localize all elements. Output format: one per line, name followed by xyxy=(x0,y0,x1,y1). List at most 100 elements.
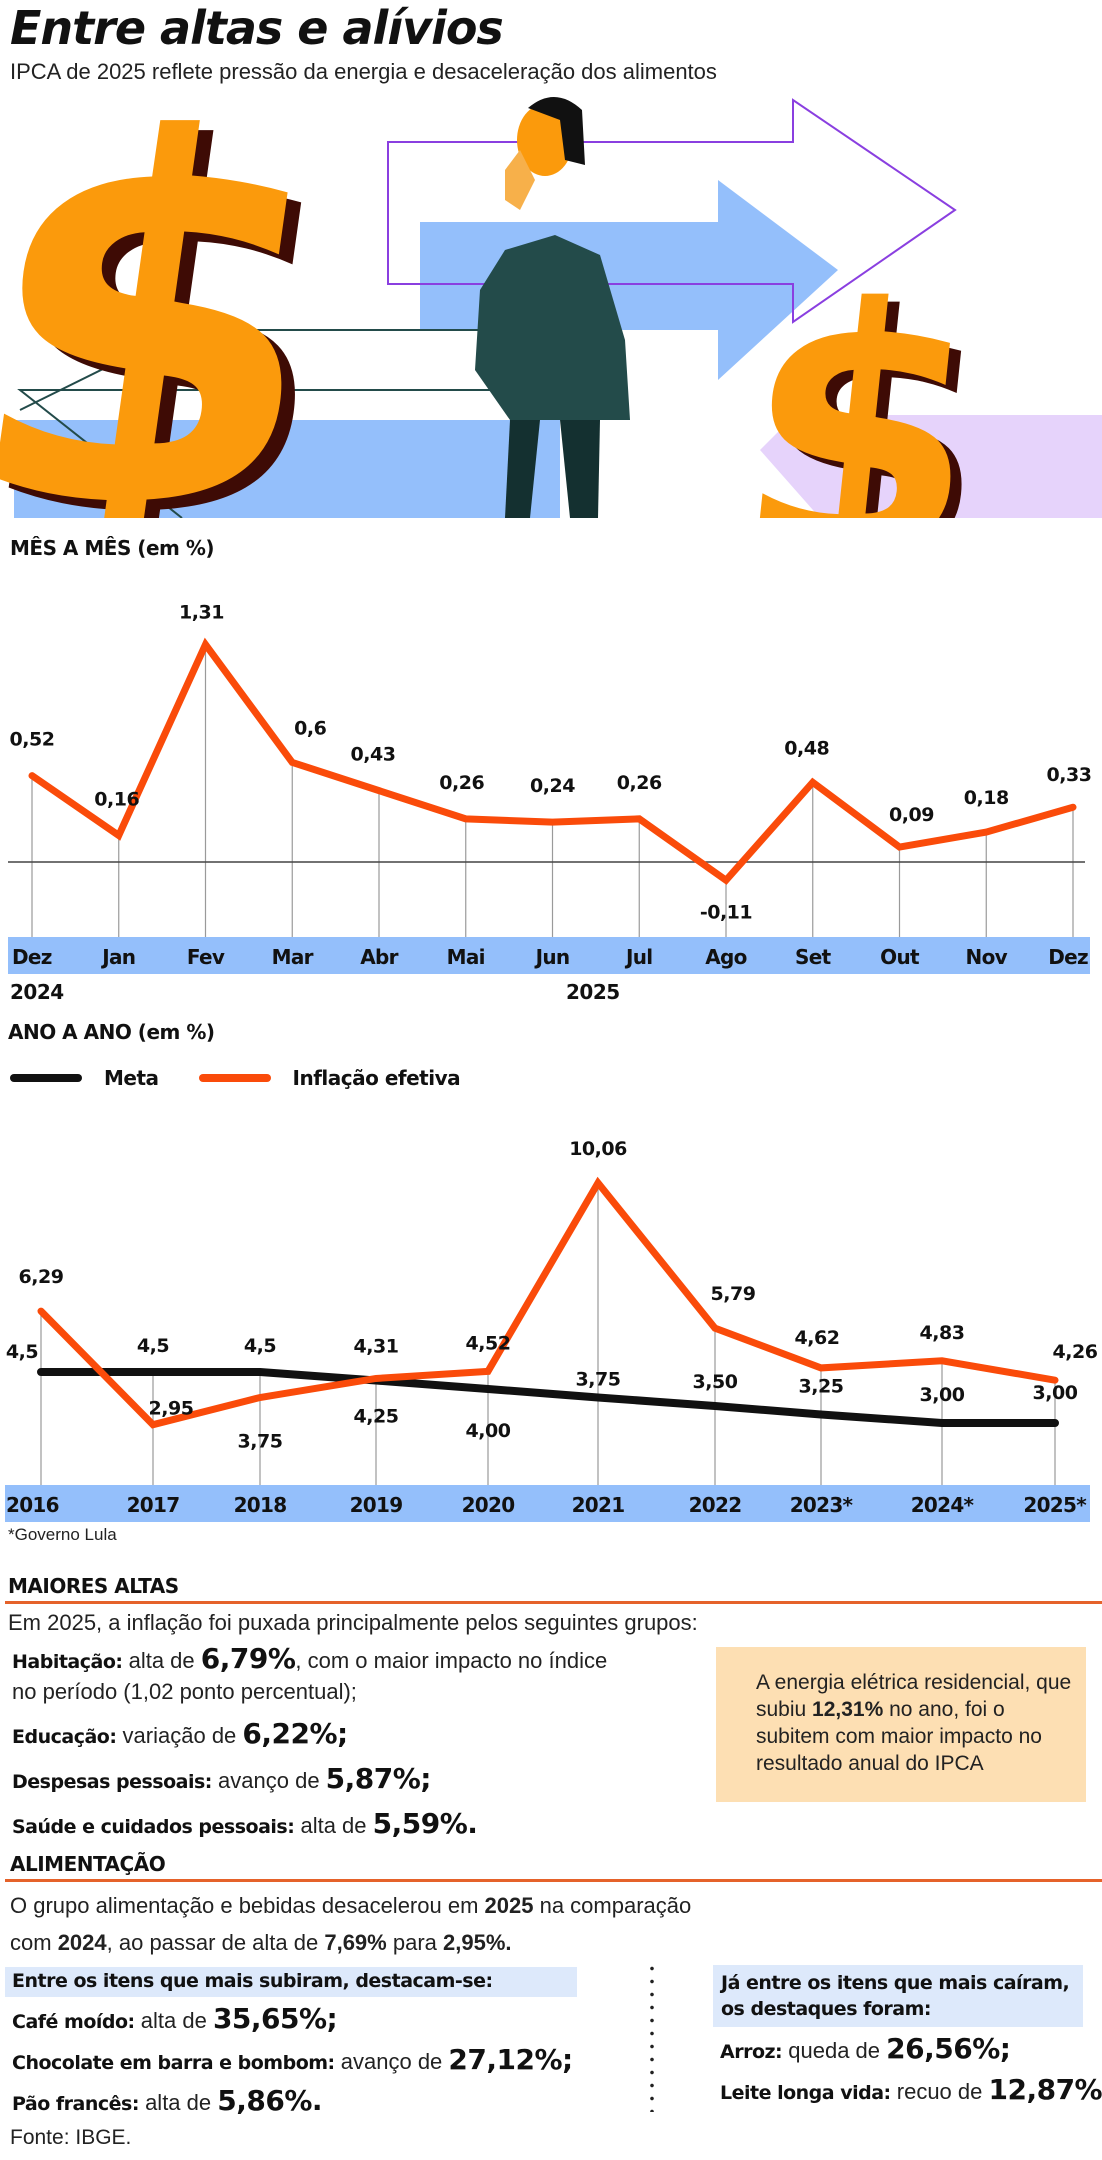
data-label: 0,33 xyxy=(1047,764,1092,786)
x-tick-label: Set xyxy=(795,945,832,969)
meta-data-label: 4,00 xyxy=(466,1420,511,1442)
item-text: alta de xyxy=(134,2008,213,2033)
item-label: Habitação: xyxy=(12,1651,123,1673)
fell-heading-line1: Já entre os itens que mais caíram, xyxy=(721,1972,1070,1994)
column-divider-dotted xyxy=(650,1962,654,2112)
inflation-data-label: 4,31 xyxy=(354,1335,399,1357)
inflation-data-label: 3,75 xyxy=(238,1431,283,1453)
energy-callout-box: A energia elétrica residencial, que subi… xyxy=(716,1647,1086,1802)
x-tick-label: 2018 xyxy=(234,1493,287,1517)
x-tick-label: 2019 xyxy=(350,1493,403,1517)
x-tick-label: Jun xyxy=(534,945,570,969)
fell-heading: Já entre os itens que mais caíram, os de… xyxy=(721,1970,1070,2022)
item-value: 5,59%. xyxy=(372,1807,478,1840)
list-item-cafe: Café moído: alta de 35,65%; xyxy=(12,2000,573,2041)
meta-data-label: 4,5 xyxy=(244,1335,276,1357)
meta-data-label: 3,00 xyxy=(1033,1382,1078,1404)
annual-chart-legend: Meta Inflação efetiva xyxy=(10,1063,500,1093)
meta-data-label: 4,25 xyxy=(354,1406,399,1428)
x-tick-label: Jan xyxy=(100,945,135,969)
data-label: 0,18 xyxy=(964,787,1009,809)
intro-text: para xyxy=(386,1930,443,1955)
item-value: 6,22%; xyxy=(242,1717,348,1750)
x-axis-band xyxy=(5,1485,1090,1522)
inflation-data-label: 4,26 xyxy=(1053,1341,1098,1363)
item-suffix: , com o maior impacto no índice xyxy=(295,1648,608,1673)
year-label-2025: 2025 xyxy=(566,980,620,1004)
item-text: variação de xyxy=(116,1723,243,1748)
header-illustration: $ $ $ $ xyxy=(0,90,1102,518)
item-text: avanço de xyxy=(211,1768,326,1793)
intro-text: com xyxy=(10,1930,58,1955)
list-item-habitacao: Habitação: alta de 6,79%, com o maior im… xyxy=(12,1640,607,1681)
item-label: Educação: xyxy=(12,1726,117,1748)
item-label: Chocolate em barra e bombom: xyxy=(12,2052,335,2074)
data-label: 0,16 xyxy=(94,788,139,810)
dollar-sign-large-icon: $ $ xyxy=(0,90,379,518)
page-subtitle: IPCA de 2025 reflete pressão da energia … xyxy=(10,59,717,84)
list-item-leite: Leite longa vida: recuo de 12,87%. xyxy=(720,2071,1102,2112)
data-label: 0,52 xyxy=(10,729,55,751)
fell-heading-line2: os destaques foram: xyxy=(721,1998,932,2020)
data-label: 1,31 xyxy=(179,602,224,624)
x-tick-label: 2024* xyxy=(911,1493,975,1517)
intro-bold: 2024 xyxy=(57,1930,107,1955)
item-text: avanço de xyxy=(334,2049,449,2074)
x-tick-label: Mar xyxy=(272,945,314,969)
item-value: 26,56%; xyxy=(886,2032,1011,2065)
inflation-data-label: 5,79 xyxy=(711,1283,756,1305)
item-value: 6,79% xyxy=(200,1642,296,1675)
section-divider xyxy=(5,1879,1102,1882)
lilac-arrow-icon xyxy=(760,415,1102,518)
item-text: alta de xyxy=(122,1648,201,1673)
inflation-data-label: 2,95 xyxy=(149,1398,194,1420)
meta-data-label: 3,75 xyxy=(576,1369,621,1391)
callout-post: no ano, foi o subitem com maior impacto … xyxy=(756,1698,1042,1775)
x-tick-label: 2025* xyxy=(1023,1493,1087,1517)
list-item-saude: Saúde e cuidados pessoais: alta de 5,59%… xyxy=(12,1805,607,1846)
svg-text:$: $ xyxy=(0,90,365,518)
svg-text:$: $ xyxy=(721,238,999,518)
inflation-data-label: 4,52 xyxy=(466,1332,511,1354)
alimentacao-intro: O grupo alimentação e bebidas desacelero… xyxy=(10,1887,691,1961)
annual-inflation-chart: 6,29 2,95 3,75 4,31 4,52 10,06 5,79 4,62 4,83 4,2… xyxy=(5,1138,1098,1522)
item-label: Saúde e cuidados pessoais: xyxy=(12,1816,295,1838)
x-tick-label: Jul xyxy=(624,945,652,969)
meta-data-label: 3,25 xyxy=(799,1376,844,1398)
inflation-data-label: 10,06 xyxy=(569,1138,627,1160)
legend-swatch-inflation xyxy=(198,1074,271,1082)
svg-text:$: $ xyxy=(0,90,379,518)
item-label: Café moído: xyxy=(12,2011,135,2033)
data-label: 0,48 xyxy=(784,737,829,759)
meta-data-label: 3,00 xyxy=(920,1384,965,1406)
item-text: alta de xyxy=(138,2090,218,2115)
item-text: alta de xyxy=(294,1813,373,1838)
chart-footnote: *Governo Lula xyxy=(8,1525,117,1544)
intro-bold: 2,95%. xyxy=(443,1930,512,1955)
callout-value: 12,31% xyxy=(812,1698,884,1721)
intro-bold: 2025 xyxy=(484,1893,534,1918)
data-label: 0,43 xyxy=(351,744,396,766)
intro-bold: 7,69% xyxy=(324,1930,387,1955)
x-tick-label: 2020 xyxy=(462,1493,515,1517)
legend-label-inflation: Inflação efetiva xyxy=(292,1066,461,1090)
legend-swatch-meta xyxy=(10,1074,82,1082)
x-tick-label: Nov xyxy=(966,945,1008,969)
monthly-chart-title: MÊS A MÊS (em %) xyxy=(10,536,215,560)
x-tick-label: 2016 xyxy=(6,1493,59,1517)
maiores-altas-list: Habitação: alta de 6,79%, com o maior im… xyxy=(12,1640,607,1846)
meta-data-label: 3,50 xyxy=(693,1371,738,1393)
meta-line xyxy=(37,1368,1059,1427)
illustration-svg: $ $ $ $ xyxy=(0,90,1102,518)
x-tick-label: Abr xyxy=(360,945,398,969)
x-axis-band xyxy=(8,937,1090,974)
inflation-data-label: 6,29 xyxy=(19,1266,64,1288)
source-note: Fonte: IBGE. xyxy=(10,2126,132,2149)
item-text: recuo de xyxy=(890,2079,989,2104)
item-label: Leite longa vida: xyxy=(720,2082,891,2104)
meta-data-label: 4,5 xyxy=(6,1341,38,1363)
data-label: 0,24 xyxy=(530,775,575,797)
data-label: 0,26 xyxy=(617,772,662,794)
section-divider xyxy=(5,1601,1102,1604)
inflation-line xyxy=(37,1176,1059,1429)
